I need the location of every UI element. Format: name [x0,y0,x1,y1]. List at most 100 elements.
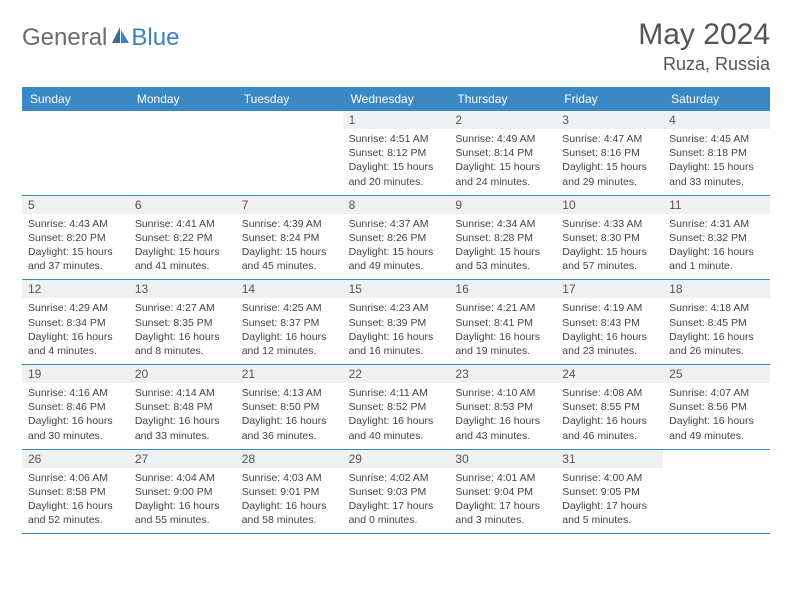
daylight-text: Daylight: 16 hours and 1 minute. [669,245,764,273]
day-header-row: SundayMondayTuesdayWednesdayThursdayFrid… [22,87,770,111]
sunrise-text: Sunrise: 4:01 AM [455,471,550,485]
sunset-text: Sunset: 8:45 PM [669,316,764,330]
day-header-cell: Thursday [449,87,556,111]
daylight-text: Daylight: 15 hours and 24 minutes. [455,160,550,188]
blank-cell [663,450,770,534]
daylight-text: Daylight: 16 hours and 52 minutes. [28,499,123,527]
daylight-text: Daylight: 16 hours and 43 minutes. [455,414,550,442]
sunset-text: Sunset: 8:28 PM [455,231,550,245]
sunset-text: Sunset: 8:30 PM [562,231,657,245]
sunrise-text: Sunrise: 4:04 AM [135,471,230,485]
day-header-cell: Wednesday [343,87,450,111]
daylight-text: Daylight: 15 hours and 49 minutes. [349,245,444,273]
sunrise-text: Sunrise: 4:29 AM [28,301,123,315]
day-cell: 24Sunrise: 4:08 AMSunset: 8:55 PMDayligh… [556,365,663,449]
daylight-text: Daylight: 15 hours and 29 minutes. [562,160,657,188]
sunset-text: Sunset: 8:34 PM [28,316,123,330]
sunrise-text: Sunrise: 4:19 AM [562,301,657,315]
week-row: 5 Sunrise: 4:43 AMSunset: 8:20 PM Daylight… [22,196,770,281]
day-number: 27 [129,450,236,468]
day-cell: 19Sunrise: 4:16 AMSunset: 8:46 PMDayligh… [22,365,129,449]
sunrise-text: Sunrise: 4:41 AM [135,217,230,231]
sail-icon [109,25,131,52]
sunset-text: Sunset: 8:41 PM [455,316,550,330]
day-cell: 16Sunrise: 4:21 AMSunset: 8:41 PMDayligh… [449,280,556,364]
daylight-text: Daylight: 15 hours and 20 minutes. [349,160,444,188]
day-number: 5 [22,196,129,214]
daylight-text: Daylight: 16 hours and 55 minutes. [135,499,230,527]
week-row: 19Sunrise: 4:16 AMSunset: 8:46 PMDayligh… [22,365,770,450]
day-cell: 30Sunrise: 4:01 AMSunset: 9:04 PMDayligh… [449,450,556,534]
day-cell: 6 Sunrise: 4:41 AMSunset: 8:22 PMDaylight… [129,196,236,280]
sunrise-text: Sunrise: 4:43 AM [28,217,123,231]
week-row: 12Sunrise: 4:29 AMSunset: 8:34 PMDayligh… [22,280,770,365]
daylight-text: Daylight: 16 hours and 16 minutes. [349,330,444,358]
day-cell: 25Sunrise: 4:07 AMSunset: 8:56 PMDayligh… [663,365,770,449]
day-number: 11 [663,196,770,214]
sunrise-text: Sunrise: 4:51 AM [349,132,444,146]
day-number: 22 [343,365,450,383]
sunrise-text: Sunrise: 4:31 AM [669,217,764,231]
daylight-text: Daylight: 17 hours and 0 minutes. [349,499,444,527]
sunset-text: Sunset: 8:18 PM [669,146,764,160]
sunrise-text: Sunrise: 4:13 AM [242,386,337,400]
day-number: 14 [236,280,343,298]
daylight-text: Daylight: 16 hours and 4 minutes. [28,330,123,358]
sunset-text: Sunset: 8:12 PM [349,146,444,160]
day-cell: 8Sunrise: 4:37 AMSunset: 8:26 PMDaylight… [343,196,450,280]
location: Ruza, Russia [638,54,770,75]
day-cell: 13Sunrise: 4:27 AMSunset: 8:35 PMDayligh… [129,280,236,364]
day-number: 6 [129,196,236,214]
sunrise-text: Sunrise: 4:34 AM [455,217,550,231]
sunrise-text: Sunrise: 4:14 AM [135,386,230,400]
day-cell: 28Sunrise: 4:03 AMSunset: 9:01 PMDayligh… [236,450,343,534]
day-header-cell: Sunday [22,87,129,111]
week-row: 1Sunrise: 4:51 AMSunset: 8:12 PMDaylight… [22,111,770,196]
day-cell: 9Sunrise: 4:34 AMSunset: 8:28 PMDaylight… [449,196,556,280]
title-block: May 2024 Ruza, Russia [638,18,770,75]
sunset-text: Sunset: 8:43 PM [562,316,657,330]
sunset-text: Sunset: 8:16 PM [562,146,657,160]
daylight-text: Daylight: 16 hours and 19 minutes. [455,330,550,358]
day-number: 4 [663,111,770,129]
day-number: 19 [22,365,129,383]
day-cell: 15Sunrise: 4:23 AMSunset: 8:39 PMDayligh… [343,280,450,364]
daylight-text: Daylight: 15 hours and 33 minutes. [669,160,764,188]
daylight-text: Daylight: 15 hours and 53 minutes. [455,245,550,273]
sunset-text: Sunset: 8:48 PM [135,400,230,414]
calendar: SundayMondayTuesdayWednesdayThursdayFrid… [22,87,770,534]
daylight-text: Daylight: 16 hours and 33 minutes. [135,414,230,442]
sunset-text: Sunset: 8:46 PM [28,400,123,414]
sunset-text: Sunset: 8:20 PM [28,231,123,245]
day-number: 29 [343,450,450,468]
daylight-text: Daylight: 15 hours and 45 minutes. [242,245,337,273]
daylight-text: Daylight: 16 hours and 23 minutes. [562,330,657,358]
week-row: 26Sunrise: 4:06 AMSunset: 8:58 PMDayligh… [22,450,770,535]
day-cell: 17Sunrise: 4:19 AMSunset: 8:43 PMDayligh… [556,280,663,364]
daylight-text: Daylight: 15 hours and 41 minutes. [135,245,230,273]
day-number: 20 [129,365,236,383]
month-title: May 2024 [638,18,770,52]
daylight-text: Daylight: 16 hours and 12 minutes. [242,330,337,358]
day-number: 23 [449,365,556,383]
day-cell: 11Sunrise: 4:31 AMSunset: 8:32 PMDayligh… [663,196,770,280]
day-cell: 1 Sunrise: 4:51 AMSunset: 8:12 PMDaylight… [343,111,450,195]
sunset-text: Sunset: 8:50 PM [242,400,337,414]
sunrise-text: Sunrise: 4:45 AM [669,132,764,146]
daylight-text: Daylight: 16 hours and 49 minutes. [669,414,764,442]
day-cell: 14Sunrise: 4:25 AMSunset: 8:37 PMDayligh… [236,280,343,364]
day-number: 1 [343,111,450,129]
day-number: 21 [236,365,343,383]
sunset-text: Sunset: 8:35 PM [135,316,230,330]
day-number: 16 [449,280,556,298]
sunset-text: Sunset: 8:52 PM [349,400,444,414]
sunrise-text: Sunrise: 4:27 AM [135,301,230,315]
logo-text-blue: Blue [131,24,179,52]
sunrise-text: Sunrise: 4:18 AM [669,301,764,315]
day-header-cell: Tuesday [236,87,343,111]
day-cell: 18Sunrise: 4:18 AMSunset: 8:45 PMDayligh… [663,280,770,364]
day-number: 8 [343,196,450,214]
sunset-text: Sunset: 8:22 PM [135,231,230,245]
daylight-text: Daylight: 15 hours and 57 minutes. [562,245,657,273]
day-cell: 27Sunrise: 4:04 AMSunset: 9:00 PMDayligh… [129,450,236,534]
